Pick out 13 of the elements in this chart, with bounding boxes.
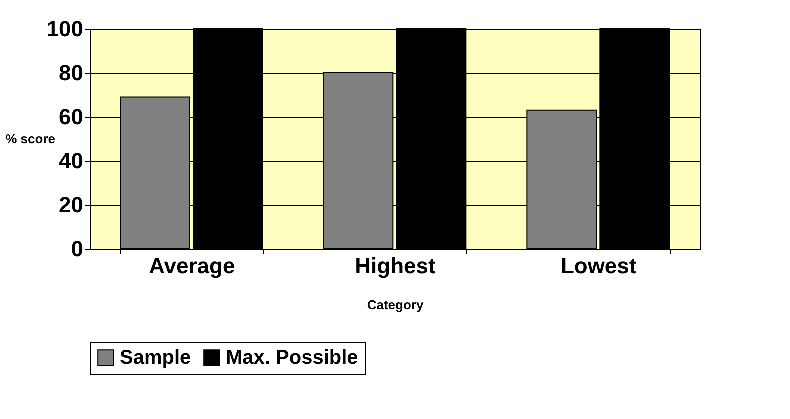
y-tick-label: 80 [59,60,84,86]
y-tick-label: 0 [71,236,84,262]
legend-label: Sample [120,347,192,369]
y-tick-label: 20 [59,192,84,218]
y-tick-label: 60 [59,104,84,130]
x-axis-title: Category [367,298,424,312]
y-axis-title: % score [6,132,56,146]
x-tick-label: Highest [355,254,437,278]
legend-label: Max. Possible [226,347,358,369]
y-tick-label: 40 [59,148,84,174]
x-tick-label: Lowest [560,254,638,278]
x-tick-label: Average [149,254,236,278]
y-tick-label: 100 [46,16,84,42]
